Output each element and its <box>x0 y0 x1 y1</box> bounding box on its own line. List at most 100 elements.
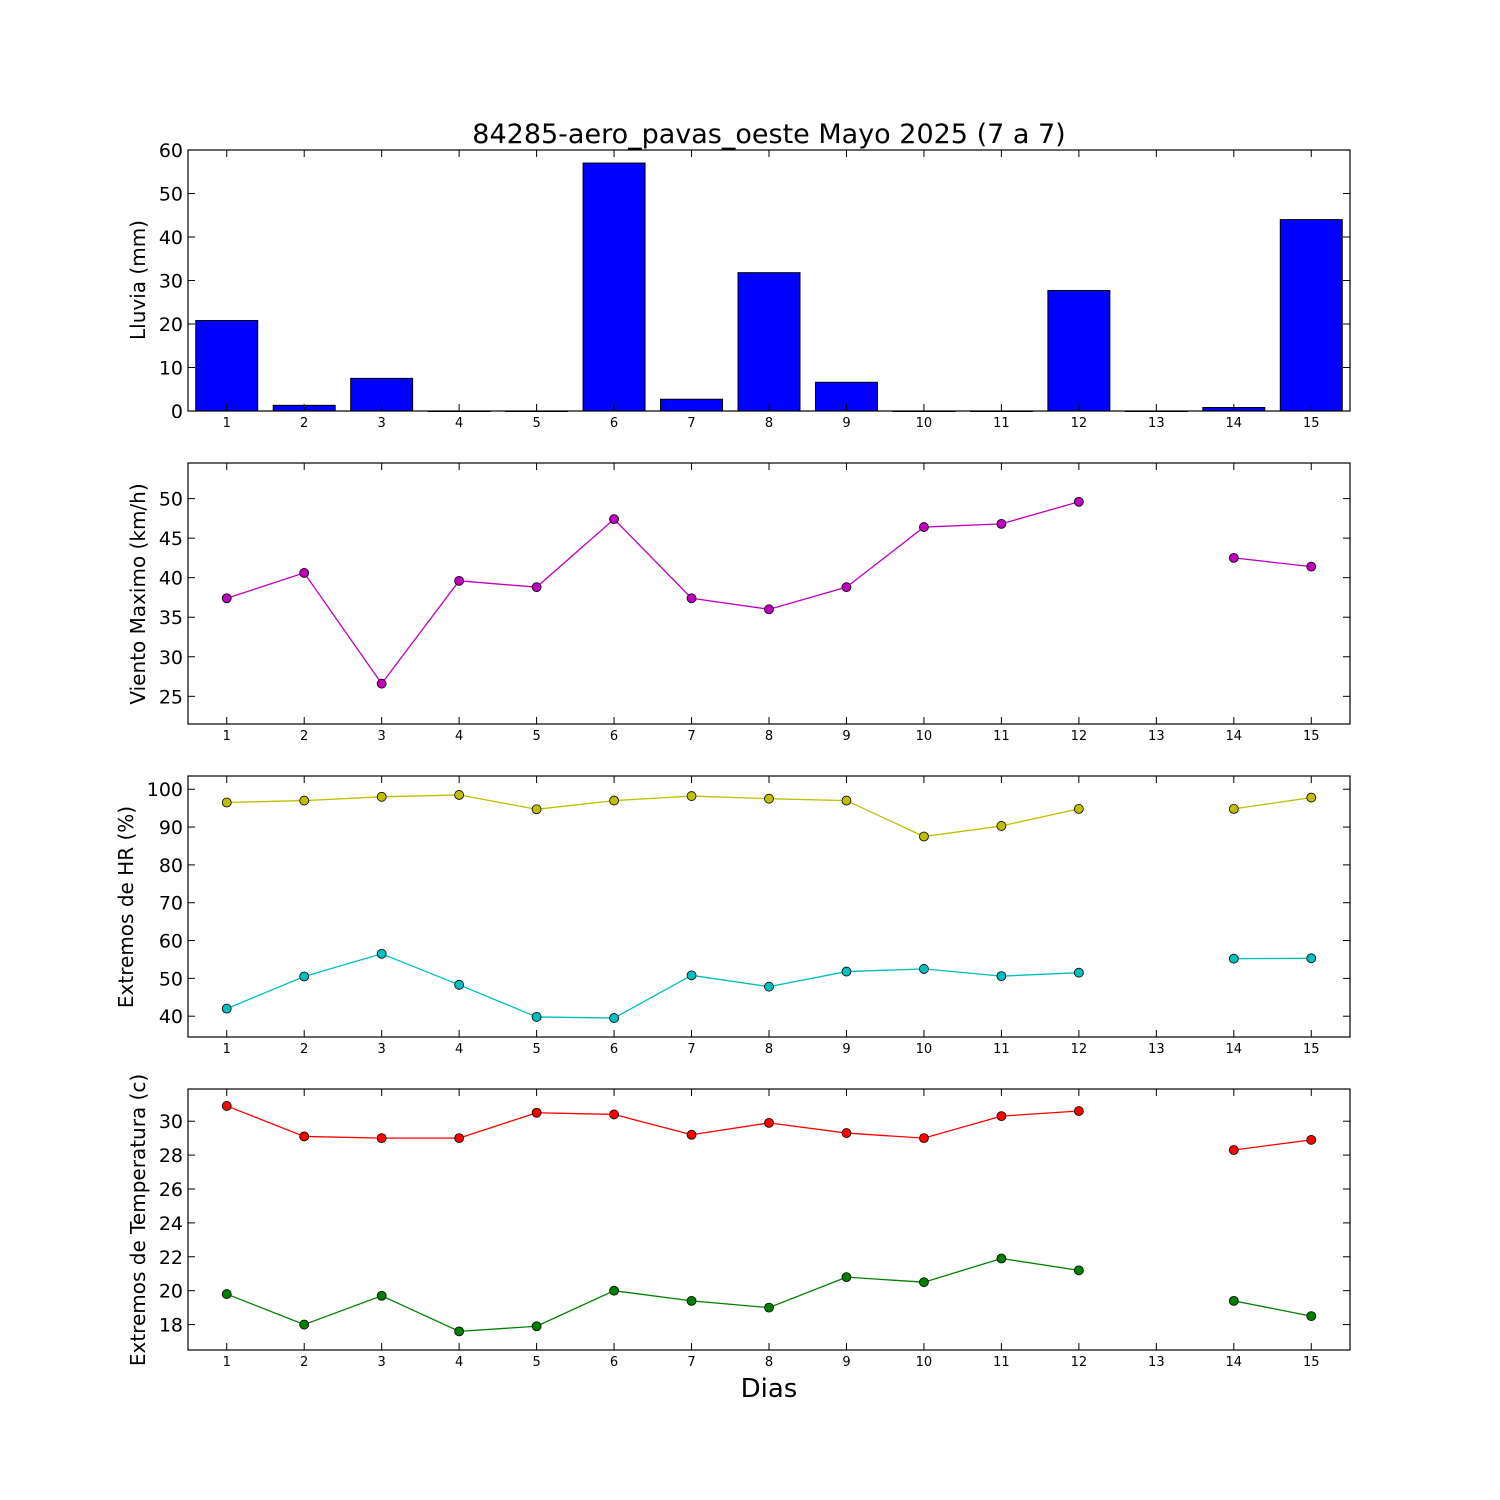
rain-xtick-label: 6 <box>610 416 618 431</box>
rain-ytick-label: 40 <box>159 227 183 249</box>
temperature-series-0-point-7 <box>686 1129 697 1140</box>
humidity-series-0-point-15 <box>1306 792 1317 803</box>
humidity-series-0-point-9 <box>841 795 852 806</box>
wind-xtick-label: 13 <box>1148 729 1165 744</box>
rain-xtick-label: 12 <box>1071 416 1088 431</box>
humidity-series-0-line <box>226 794 1080 838</box>
humidity-series-1-point-2 <box>299 971 310 982</box>
temperature-series-1-point-11 <box>996 1253 1007 1264</box>
humidity-series-0-point-2 <box>299 795 310 806</box>
temperature-xtick-label: 11 <box>993 1355 1010 1370</box>
figure-title: 84285-aero_pavas_oeste Mayo 2025 (7 a 7) <box>472 119 1065 150</box>
wind-series-0-point-9 <box>841 582 852 593</box>
humidity-series-0-point-7 <box>686 791 697 801</box>
rain-xtick-label: 11 <box>993 416 1010 431</box>
humidity-series-1-point-1 <box>221 1003 232 1014</box>
wind-series-0-point-7 <box>686 593 697 604</box>
humidity-series-1-point-8 <box>764 981 774 992</box>
humidity-xtick-label: 11 <box>993 1042 1010 1057</box>
temperature-ytick-label: 24 <box>159 1213 183 1235</box>
wind-series-0-point-2 <box>299 568 310 578</box>
wind-series-0-point-8 <box>764 604 774 615</box>
temperature-series-0-point-3 <box>376 1133 387 1144</box>
wind-xtick-label: 10 <box>916 729 933 744</box>
temperature-xtick-label: 9 <box>842 1355 850 1370</box>
rain-ytick-label: 60 <box>159 140 183 162</box>
wind-xtick-label: 7 <box>687 729 695 744</box>
temperature-xtick-label: 3 <box>378 1355 386 1370</box>
wind-xtick-label: 3 <box>378 729 386 744</box>
x-axis-label: Dias <box>741 1374 798 1404</box>
temperature-ytick-label: 28 <box>159 1145 183 1167</box>
humidity-xtick-label: 7 <box>687 1042 695 1057</box>
wind-series-0-line <box>1233 557 1312 568</box>
rain-xtick-label: 1 <box>223 416 231 431</box>
temperature-series-0-point-12 <box>1073 1106 1084 1116</box>
rain-ytick-label: 20 <box>159 314 183 336</box>
temperature-series-1-point-8 <box>764 1302 774 1313</box>
wind-ytick-label: 35 <box>159 607 183 629</box>
rain-bar-1 <box>195 320 259 412</box>
humidity-series-0-point-3 <box>376 791 387 802</box>
humidity-xtick-label: 4 <box>455 1042 463 1057</box>
humidity-series-1-point-9 <box>841 966 852 977</box>
rain-xtick-label: 10 <box>916 416 933 431</box>
wind-series-0-line <box>226 501 1080 685</box>
rain-ytick-label: 50 <box>159 184 183 206</box>
rain-xtick-label: 13 <box>1148 416 1165 431</box>
temperature-xtick-label: 1 <box>223 1355 231 1370</box>
temperature-xtick-label: 6 <box>610 1355 618 1370</box>
temperature-series-1-point-6 <box>609 1285 619 1296</box>
rain-bar-12 <box>1047 290 1111 412</box>
temperature-xtick-label: 2 <box>300 1355 308 1370</box>
humidity-xtick-label: 12 <box>1071 1042 1088 1057</box>
humidity-series-0-point-14 <box>1228 804 1239 814</box>
wind-series-0-point-1 <box>221 593 232 604</box>
temperature-series-1-point-1 <box>221 1289 232 1299</box>
humidity-ytick-label: 100 <box>147 779 183 801</box>
humidity-series-1-line <box>226 953 1079 1019</box>
temperature-series-0-point-2 <box>299 1131 310 1142</box>
humidity-series-0-line <box>1233 796 1312 810</box>
humidity-series-1-point-12 <box>1073 967 1084 978</box>
wind-series-0-point-5 <box>531 582 542 593</box>
temperature-series-1-point-15 <box>1306 1311 1317 1322</box>
humidity-series-0-point-1 <box>221 797 232 808</box>
wind-series-0-point-3 <box>376 678 387 689</box>
temperature-series-1-point-2 <box>299 1319 310 1330</box>
humidity-series-1-point-7 <box>686 970 697 981</box>
humidity-ytick-label: 80 <box>159 855 183 877</box>
rain-ytick-label: 30 <box>159 271 183 293</box>
temperature-xtick-label: 12 <box>1071 1355 1088 1370</box>
humidity-series-0-point-11 <box>996 821 1007 831</box>
temperature-xtick-label: 4 <box>455 1355 463 1370</box>
humidity-series-1-point-5 <box>531 1012 542 1022</box>
humidity-xtick-label: 2 <box>300 1042 308 1057</box>
temperature-y-axis-label: Extremos de Temperatura (c) <box>126 1074 150 1366</box>
humidity-ytick-label: 90 <box>159 817 183 839</box>
temperature-ytick-label: 30 <box>159 1111 183 1133</box>
temperature-series-1-point-9 <box>841 1272 852 1283</box>
humidity-series-1-point-4 <box>454 979 465 990</box>
temperature-series-1-point-3 <box>376 1290 387 1301</box>
temperature-xtick-label: 7 <box>687 1355 695 1370</box>
humidity-y-axis-label: Extremos de HR (%) <box>114 806 138 1008</box>
humidity-series-0-point-12 <box>1073 804 1084 814</box>
temperature-series-0-point-14 <box>1228 1145 1239 1155</box>
rain-xtick-label: 8 <box>765 416 773 431</box>
rain-xtick-label: 15 <box>1303 416 1320 431</box>
temperature-series-1-line <box>1233 1300 1312 1317</box>
rain-bar-15 <box>1279 219 1343 412</box>
temperature-xtick-label: 5 <box>532 1355 540 1370</box>
wind-series-0-point-10 <box>919 522 929 532</box>
temperature-series-0-point-9 <box>841 1128 852 1138</box>
wind-y-axis-label: Viento Maximo (km/h) <box>126 483 150 704</box>
temperature-series-0-point-8 <box>764 1117 774 1128</box>
temperature-ytick-label: 26 <box>159 1179 183 1201</box>
temperature-series-1-line <box>226 1257 1079 1333</box>
wind-xtick-label: 6 <box>610 729 618 744</box>
temperature-xtick-label: 14 <box>1226 1355 1243 1370</box>
temperature-series-1-point-5 <box>531 1321 542 1332</box>
